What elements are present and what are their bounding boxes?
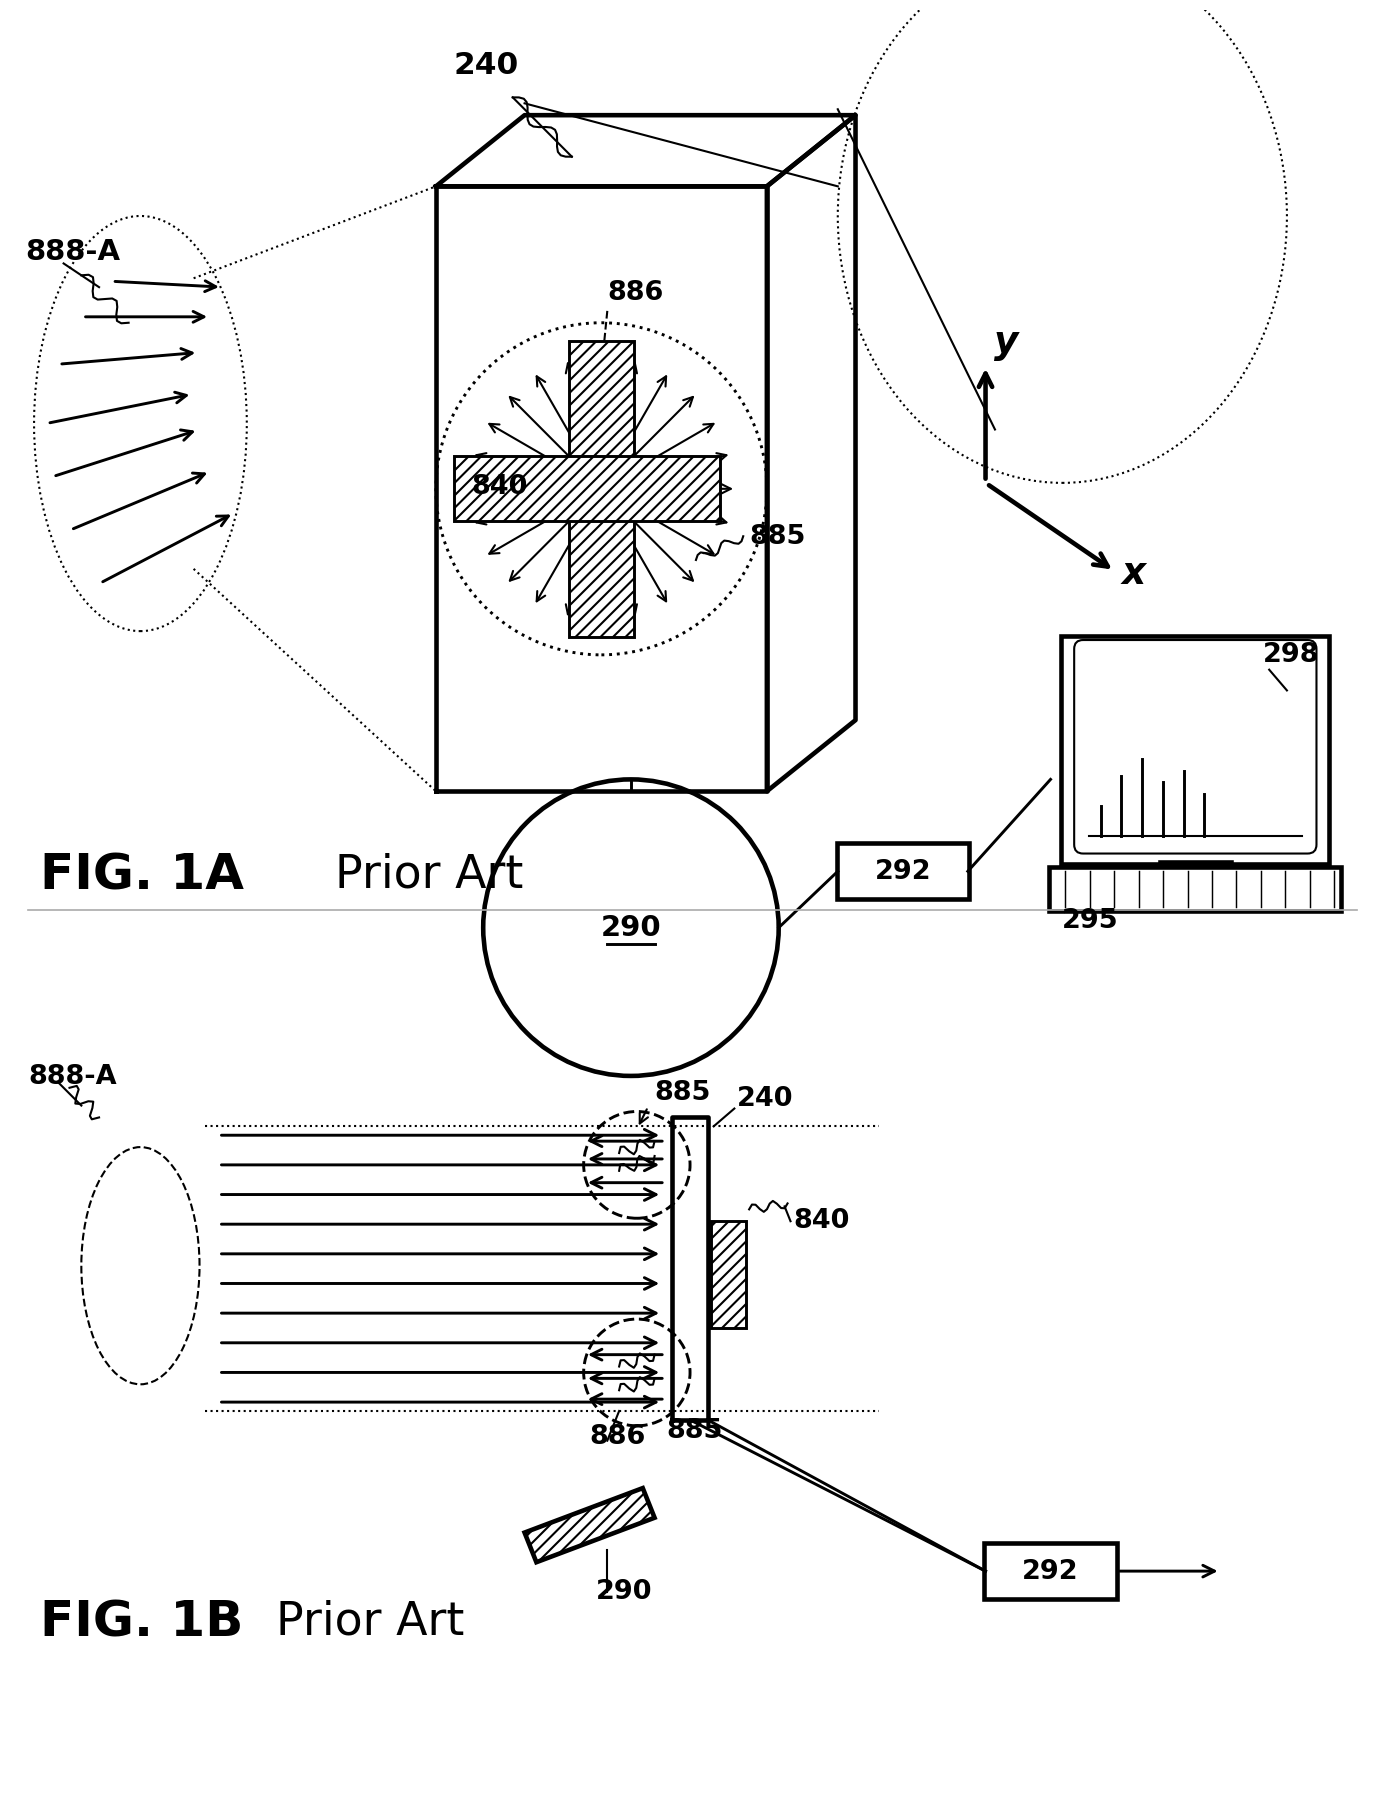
Text: FIG. 1B: FIG. 1B xyxy=(40,1598,244,1645)
Text: FIG. 1A: FIG. 1A xyxy=(40,850,244,899)
Text: 885: 885 xyxy=(666,1419,723,1444)
Text: 240: 240 xyxy=(453,52,519,81)
Text: 240: 240 xyxy=(737,1086,794,1111)
Text: 885: 885 xyxy=(749,523,805,550)
Text: 290: 290 xyxy=(601,913,661,942)
Text: 888-A: 888-A xyxy=(28,1063,116,1090)
Polygon shape xyxy=(525,1489,654,1562)
Text: x: x xyxy=(1120,556,1145,592)
Text: Prior Art: Prior Art xyxy=(276,1598,464,1643)
Text: 885: 885 xyxy=(654,1081,711,1106)
Text: Prior Art: Prior Art xyxy=(335,852,524,897)
Text: 840: 840 xyxy=(794,1208,849,1233)
Text: 888-A: 888-A xyxy=(25,239,120,266)
Text: 886: 886 xyxy=(607,280,663,306)
Text: 295: 295 xyxy=(1062,908,1119,933)
Text: 840: 840 xyxy=(471,473,528,500)
Polygon shape xyxy=(711,1221,747,1329)
Text: 298: 298 xyxy=(1263,642,1320,667)
Polygon shape xyxy=(569,342,634,638)
Text: 886: 886 xyxy=(590,1424,645,1449)
Text: y: y xyxy=(994,325,1018,361)
Text: 292: 292 xyxy=(1022,1559,1079,1584)
Polygon shape xyxy=(453,457,719,521)
Text: 290: 290 xyxy=(596,1579,652,1604)
Text: 292: 292 xyxy=(874,859,931,885)
